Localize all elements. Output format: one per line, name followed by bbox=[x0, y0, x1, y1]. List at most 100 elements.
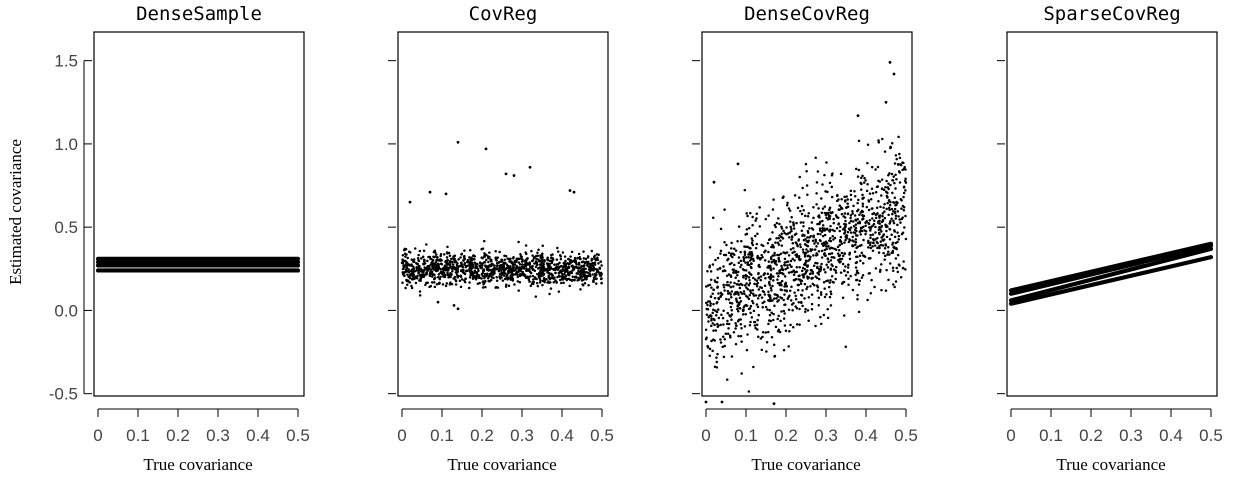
data-point bbox=[418, 273, 422, 277]
data-point bbox=[798, 265, 801, 269]
data-point bbox=[531, 258, 535, 262]
data-point bbox=[451, 263, 455, 266]
data-point bbox=[795, 323, 799, 326]
data-point bbox=[494, 250, 497, 253]
data-point bbox=[806, 285, 809, 289]
data-point bbox=[863, 176, 866, 180]
data-point bbox=[714, 309, 717, 312]
data-point bbox=[723, 240, 726, 244]
data-point bbox=[484, 285, 487, 289]
data-point bbox=[872, 222, 876, 226]
data-point bbox=[722, 323, 725, 326]
data-point bbox=[709, 302, 712, 305]
data-point bbox=[556, 250, 560, 253]
data-point bbox=[750, 250, 753, 254]
data-point bbox=[823, 205, 827, 208]
data-point bbox=[716, 285, 719, 289]
data-point bbox=[431, 272, 434, 276]
data-point bbox=[536, 251, 539, 255]
data-point bbox=[470, 256, 473, 259]
data-point bbox=[578, 263, 581, 266]
data-point bbox=[761, 301, 764, 305]
data-point bbox=[785, 226, 788, 229]
data-point bbox=[824, 213, 828, 217]
data-point bbox=[893, 181, 896, 185]
data-point bbox=[551, 267, 554, 271]
data-point bbox=[816, 222, 819, 226]
data-point bbox=[877, 199, 880, 203]
data-point bbox=[725, 297, 728, 301]
data-point bbox=[407, 280, 410, 283]
data-point bbox=[891, 179, 894, 182]
data-point bbox=[868, 219, 872, 222]
data-point bbox=[737, 256, 741, 259]
data-point bbox=[799, 221, 803, 224]
data-point bbox=[717, 292, 720, 295]
series-line bbox=[1008, 243, 1214, 296]
data-point bbox=[445, 251, 449, 254]
data-point bbox=[768, 313, 772, 317]
data-point bbox=[582, 271, 586, 274]
data-point bbox=[877, 228, 881, 231]
data-point bbox=[795, 255, 799, 259]
data-point bbox=[758, 206, 761, 209]
data-point bbox=[792, 325, 795, 329]
data-point bbox=[795, 242, 798, 245]
data-point bbox=[500, 260, 503, 263]
data-point bbox=[756, 232, 759, 235]
data-point bbox=[436, 275, 440, 279]
data-point bbox=[414, 276, 417, 280]
data-point bbox=[893, 235, 897, 239]
data-point bbox=[719, 252, 722, 255]
data-point bbox=[880, 263, 883, 266]
data-point bbox=[729, 315, 732, 318]
data-point bbox=[878, 232, 881, 236]
data-point bbox=[766, 241, 770, 245]
data-point bbox=[706, 344, 709, 348]
data-point bbox=[503, 258, 506, 262]
data-point bbox=[884, 223, 887, 226]
data-point bbox=[869, 241, 872, 244]
data-point bbox=[869, 246, 873, 250]
data-point bbox=[821, 219, 824, 223]
data-point bbox=[515, 258, 519, 262]
data-point bbox=[593, 257, 596, 261]
data-point bbox=[840, 198, 843, 201]
data-point bbox=[892, 219, 895, 223]
data-point bbox=[488, 251, 491, 254]
data-point bbox=[495, 264, 499, 268]
data-point bbox=[790, 229, 793, 233]
data-point bbox=[499, 277, 502, 280]
data-point bbox=[856, 114, 860, 117]
data-point bbox=[798, 307, 801, 311]
data-point bbox=[426, 264, 430, 268]
data-point bbox=[829, 290, 832, 293]
data-point bbox=[896, 210, 900, 213]
data-point bbox=[542, 267, 545, 271]
data-point bbox=[789, 323, 792, 327]
data-point bbox=[471, 272, 474, 276]
panel-title: CovReg bbox=[469, 3, 538, 25]
data-point bbox=[852, 204, 855, 208]
data-point bbox=[508, 276, 512, 280]
data-point bbox=[792, 227, 796, 230]
data-point bbox=[431, 266, 434, 270]
data-point bbox=[862, 238, 865, 242]
data-point bbox=[745, 286, 748, 289]
data-point bbox=[467, 286, 471, 290]
data-point bbox=[760, 253, 763, 257]
data-point bbox=[887, 198, 891, 202]
data-point bbox=[879, 268, 882, 272]
data-point bbox=[555, 258, 559, 261]
data-point bbox=[803, 282, 807, 286]
data-point bbox=[581, 283, 585, 287]
data-point bbox=[854, 261, 858, 265]
data-point bbox=[797, 254, 801, 258]
data-point bbox=[566, 273, 570, 276]
data-point bbox=[867, 199, 870, 202]
data-point bbox=[885, 194, 889, 198]
y-axis-label: Estimated covariance bbox=[6, 139, 25, 285]
data-point bbox=[825, 161, 828, 164]
data-point bbox=[498, 275, 501, 278]
data-point bbox=[505, 263, 509, 266]
